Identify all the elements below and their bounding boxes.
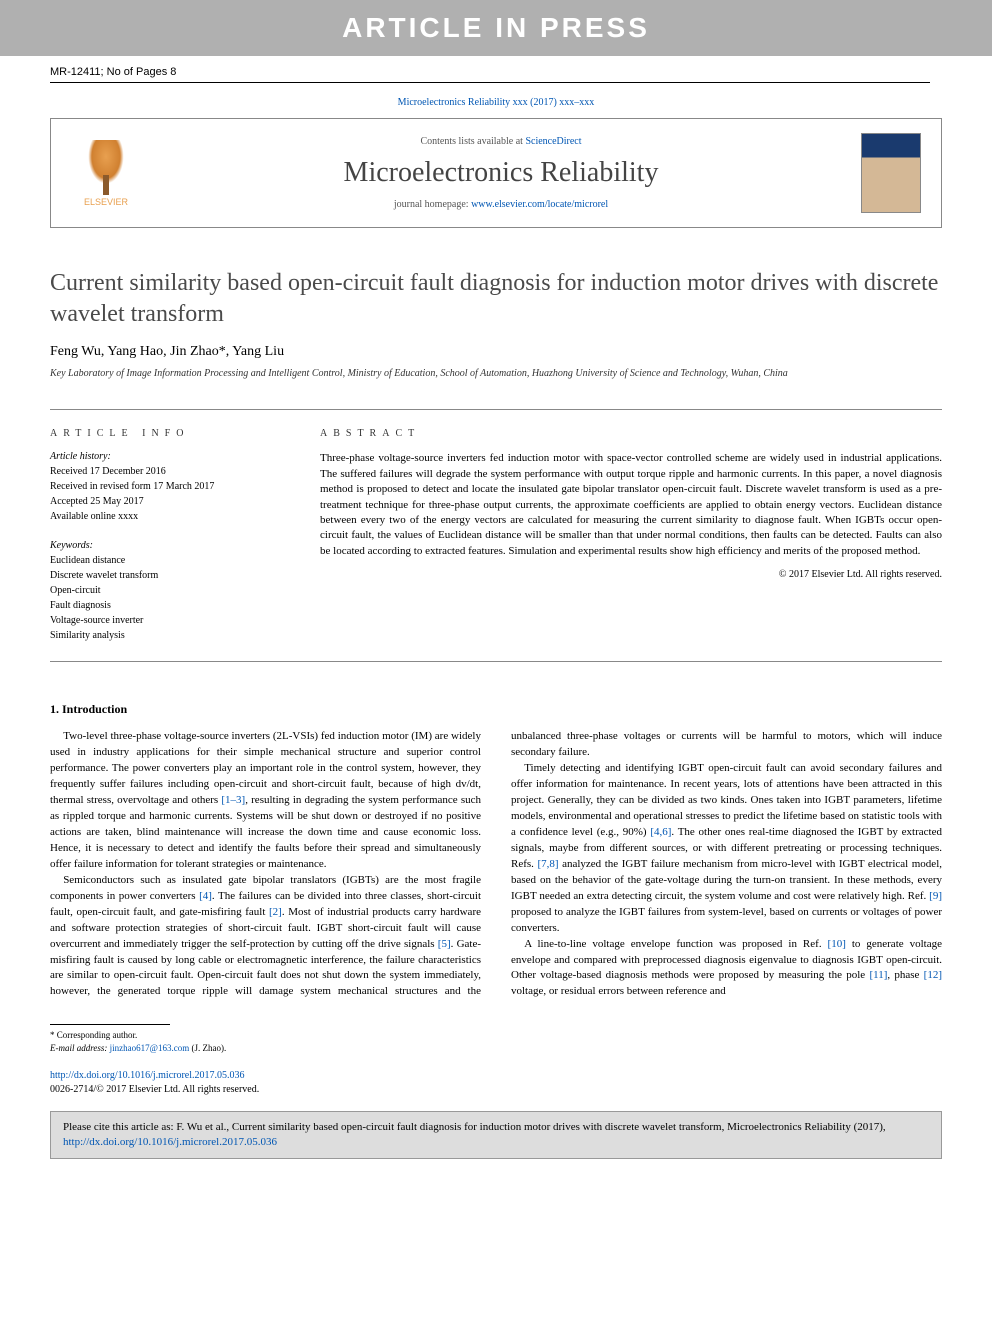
- footnote-block: * Corresponding author. E-mail address: …: [50, 1029, 942, 1054]
- history-item: Accepted 25 May 2017: [50, 494, 280, 509]
- section-heading-introduction: 1. Introduction: [50, 702, 942, 717]
- journal-cover-thumbnail: [861, 133, 921, 213]
- contents-prefix: Contents lists available at: [420, 136, 525, 147]
- citation-ref[interactable]: [10]: [828, 938, 846, 950]
- email-line: E-mail address: jinzhao617@163.com (J. Z…: [50, 1042, 942, 1055]
- citation-ref[interactable]: [7,8]: [537, 858, 558, 870]
- article-info-block: ARTICLE INFO Article history: Received 1…: [50, 428, 280, 643]
- article-in-press-banner: ARTICLE IN PRESS: [0, 0, 992, 56]
- citation-ref[interactable]: [1–3]: [221, 794, 245, 806]
- citation-ref[interactable]: [9]: [929, 890, 942, 902]
- abstract-copyright: © 2017 Elsevier Ltd. All rights reserved…: [320, 569, 942, 580]
- info-abstract-section: ARTICLE INFO Article history: Received 1…: [50, 409, 942, 662]
- homepage-line: journal homepage: www.elsevier.com/locat…: [161, 199, 841, 210]
- footnote-divider: [50, 1024, 170, 1025]
- citation-ref[interactable]: [2]: [269, 906, 282, 918]
- affiliation: Key Laboratory of Image Information Proc…: [50, 368, 942, 379]
- abstract-heading: ABSTRACT: [320, 428, 942, 439]
- keyword-item: Voltage-source inverter: [50, 613, 280, 628]
- abstract-text: Three-phase voltage-source inverters fed…: [320, 451, 942, 559]
- email-suffix: (J. Zhao).: [189, 1043, 226, 1053]
- cite-text: Please cite this article as: F. Wu et al…: [63, 1121, 886, 1133]
- journal-name: Microelectronics Reliability: [161, 157, 841, 189]
- article-info-heading: ARTICLE INFO: [50, 428, 280, 439]
- homepage-link[interactable]: www.elsevier.com/locate/microrel: [471, 199, 608, 210]
- sciencedirect-link[interactable]: ScienceDirect: [525, 136, 581, 147]
- journal-header-box: ELSEVIER Contents lists available at Sci…: [50, 118, 942, 228]
- history-item: Received in revised form 17 March 2017: [50, 479, 280, 494]
- cite-doi-link[interactable]: http://dx.doi.org/10.1016/j.microrel.201…: [63, 1136, 277, 1148]
- document-id: MR-12411; No of Pages 8: [0, 56, 992, 82]
- keywords-label: Keywords:: [50, 540, 280, 551]
- citation-ref[interactable]: [4]: [199, 890, 212, 902]
- homepage-prefix: journal homepage:: [394, 199, 471, 210]
- doi-link[interactable]: http://dx.doi.org/10.1016/j.microrel.201…: [50, 1070, 245, 1081]
- history-label: Article history:: [50, 451, 280, 462]
- keyword-item: Fault diagnosis: [50, 598, 280, 613]
- abstract-block: ABSTRACT Three-phase voltage-source inve…: [320, 428, 942, 643]
- citation-ref[interactable]: [5]: [438, 938, 451, 950]
- keyword-item: Discrete wavelet transform: [50, 568, 280, 583]
- body-text: Two-level three-phase voltage-source inv…: [50, 729, 942, 1000]
- elsevier-label: ELSEVIER: [84, 197, 128, 207]
- citation-ref[interactable]: [4,6]: [650, 826, 671, 838]
- body-paragraph: Two-level three-phase voltage-source inv…: [50, 729, 481, 872]
- body-paragraph: A line-to-line voltage envelope function…: [511, 937, 942, 1001]
- keyword-item: Open-circuit: [50, 583, 280, 598]
- issn-copyright: 0026-2714/© 2017 Elsevier Ltd. All right…: [50, 1083, 942, 1097]
- history-list: Received 17 December 2016 Received in re…: [50, 464, 280, 524]
- corresponding-author: * Corresponding author.: [50, 1029, 942, 1042]
- elsevier-logo: ELSEVIER: [71, 133, 141, 213]
- citation-ref[interactable]: [11]: [869, 969, 887, 981]
- history-item: Available online xxxx: [50, 509, 280, 524]
- email-label: E-mail address:: [50, 1043, 110, 1053]
- article-title: Current similarity based open-circuit fa…: [50, 268, 942, 330]
- body-paragraph: Timely detecting and identifying IGBT op…: [511, 761, 942, 936]
- keywords-list: Euclidean distance Discrete wavelet tran…: [50, 553, 280, 643]
- contents-line: Contents lists available at ScienceDirec…: [161, 136, 841, 147]
- keyword-item: Euclidean distance: [50, 553, 280, 568]
- email-link[interactable]: jinzhao617@163.com: [110, 1043, 190, 1053]
- elsevier-tree-icon: [81, 140, 131, 195]
- header-center: Contents lists available at ScienceDirec…: [161, 136, 841, 210]
- history-item: Received 17 December 2016: [50, 464, 280, 479]
- keyword-item: Similarity analysis: [50, 628, 280, 643]
- doi-block: http://dx.doi.org/10.1016/j.microrel.201…: [50, 1069, 942, 1097]
- citation-box: Please cite this article as: F. Wu et al…: [50, 1111, 942, 1160]
- citation-ref[interactable]: [12]: [924, 969, 942, 981]
- journal-reference: Microelectronics Reliability xxx (2017) …: [0, 83, 992, 118]
- author-list: Feng Wu, Yang Hao, Jin Zhao*, Yang Liu: [50, 344, 942, 360]
